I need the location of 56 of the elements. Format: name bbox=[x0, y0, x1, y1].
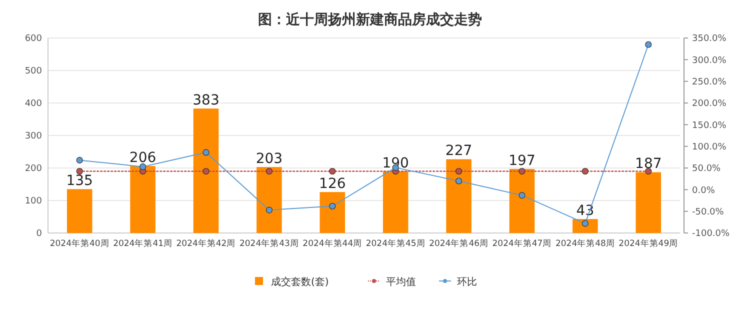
legend-label: 平均值 bbox=[386, 276, 416, 288]
bar bbox=[636, 172, 662, 233]
bar bbox=[66, 189, 92, 233]
x-tick-label: 2024年第43周 bbox=[239, 238, 299, 249]
bar bbox=[509, 168, 535, 233]
y2-tick-label: 100.0% bbox=[692, 142, 727, 152]
data-label: 383 bbox=[192, 92, 220, 109]
x-tick-label: 2024年第49周 bbox=[618, 238, 678, 249]
point bbox=[76, 156, 83, 164]
data-label: 135 bbox=[66, 173, 93, 190]
x-tick-label: 2024年第47周 bbox=[492, 238, 552, 249]
x-tick-label: 2024年第45周 bbox=[366, 238, 426, 249]
bar bbox=[193, 108, 219, 233]
chart-title: 图：近十周扬州新建商品房成交走势 bbox=[258, 11, 482, 28]
point bbox=[202, 149, 210, 156]
point bbox=[266, 206, 272, 214]
y2-tick-label: 250.0% bbox=[692, 77, 727, 88]
data-label: 126 bbox=[319, 176, 346, 192]
y-tick-label: 300 bbox=[24, 132, 42, 142]
y-tick-label: 100 bbox=[24, 196, 42, 207]
x-tick-label: 2024年第40周 bbox=[50, 238, 110, 249]
y-tick-label: 600 bbox=[24, 34, 42, 44]
bar bbox=[256, 167, 282, 233]
y-tick-label: 0 bbox=[36, 229, 42, 240]
y-tick-label: 400 bbox=[24, 99, 42, 110]
point bbox=[456, 178, 462, 184]
y2-tick-label: -50.0% bbox=[692, 207, 724, 218]
data-label: 203 bbox=[256, 151, 283, 168]
bar bbox=[446, 159, 472, 233]
y2-tick-label: 150.0% bbox=[692, 120, 727, 131]
point bbox=[645, 41, 652, 48]
y2-tick-label: 350.0% bbox=[692, 34, 727, 44]
x-tick-label: 2024年第46周 bbox=[429, 238, 489, 249]
bar bbox=[320, 192, 346, 233]
data-label: 206 bbox=[129, 150, 156, 166]
point bbox=[140, 163, 146, 170]
y-tick-label: 200 bbox=[24, 164, 42, 174]
y2-tick-label: 200.0% bbox=[692, 99, 727, 110]
data-label: 227 bbox=[445, 143, 472, 160]
x-tick-label: 2024年第41周 bbox=[113, 238, 173, 249]
data-label: 187 bbox=[635, 156, 662, 172]
y2-tick-label: -100.0% bbox=[692, 229, 730, 240]
bar bbox=[382, 171, 408, 233]
y2-tick-label: 50.0% bbox=[692, 164, 722, 174]
point bbox=[518, 192, 526, 199]
bar bbox=[130, 166, 156, 233]
legend-label: 成交套数(套) bbox=[271, 276, 329, 288]
y2-tick-label: 300.0% bbox=[692, 56, 727, 66]
x-tick-label: 2024年第42周 bbox=[176, 238, 236, 249]
x-tick-label: 2024年第48周 bbox=[555, 238, 615, 249]
x-tick-label: 2024年第44周 bbox=[302, 238, 362, 249]
legend-label: 环比 bbox=[457, 276, 477, 288]
y2-tick-label: 0.0% bbox=[692, 186, 716, 196]
data-label: 197 bbox=[508, 152, 536, 169]
y-tick-label: 500 bbox=[24, 66, 42, 77]
point bbox=[329, 202, 336, 210]
